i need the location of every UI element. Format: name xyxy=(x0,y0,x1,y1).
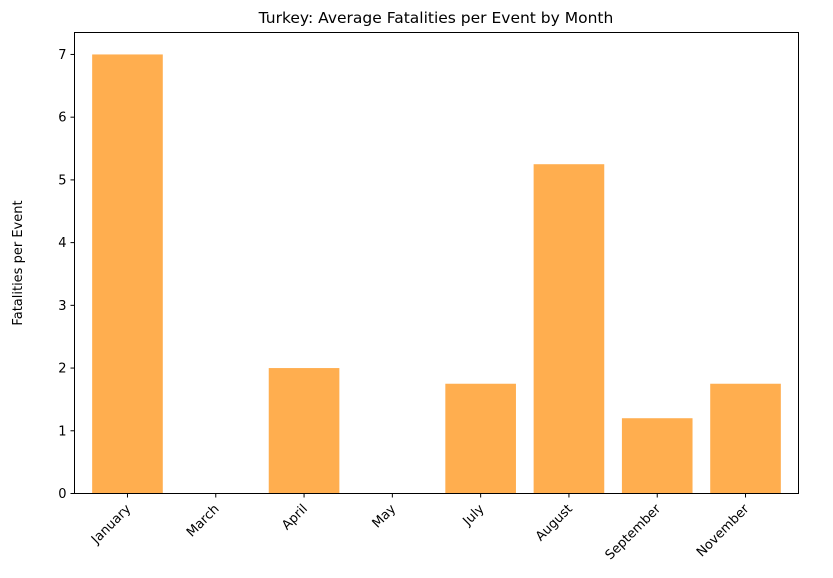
x-tick-label: September xyxy=(603,501,665,563)
x-tick-label: January xyxy=(88,502,134,548)
bar-january xyxy=(92,54,163,494)
bar-august xyxy=(533,164,605,494)
x-axis-ticks: January March April May July August September N… xyxy=(88,493,753,563)
x-tick-label: April xyxy=(279,502,311,534)
y-tick-label: 2 xyxy=(58,362,66,377)
x-tick-label: March xyxy=(184,502,223,541)
y-tick-label: 1 xyxy=(58,424,66,439)
y-tick-label: 0 xyxy=(58,487,66,502)
x-tick-label: August xyxy=(533,502,576,545)
y-tick-label: 3 xyxy=(58,299,66,314)
y-tick-label: 7 xyxy=(58,48,66,63)
x-tick-label: July xyxy=(460,502,488,530)
y-axis-label: Fatalities per Event xyxy=(11,200,26,325)
x-tick-label: November xyxy=(694,501,753,560)
y-tick-label: 5 xyxy=(58,173,66,188)
plot-frame xyxy=(74,32,799,494)
bar-july xyxy=(445,383,516,494)
bar-april xyxy=(268,368,340,494)
bars-group xyxy=(92,54,781,494)
y-tick-label: 6 xyxy=(58,111,66,126)
y-tick-label: 4 xyxy=(58,236,66,251)
bar-september xyxy=(621,418,693,494)
chart-title: Turkey: Average Fatalities per Event by … xyxy=(258,9,614,27)
y-axis-ticks: 0 1 2 3 4 5 6 7 xyxy=(58,48,75,502)
bar-november xyxy=(710,383,781,494)
x-tick-label: May xyxy=(370,502,400,532)
